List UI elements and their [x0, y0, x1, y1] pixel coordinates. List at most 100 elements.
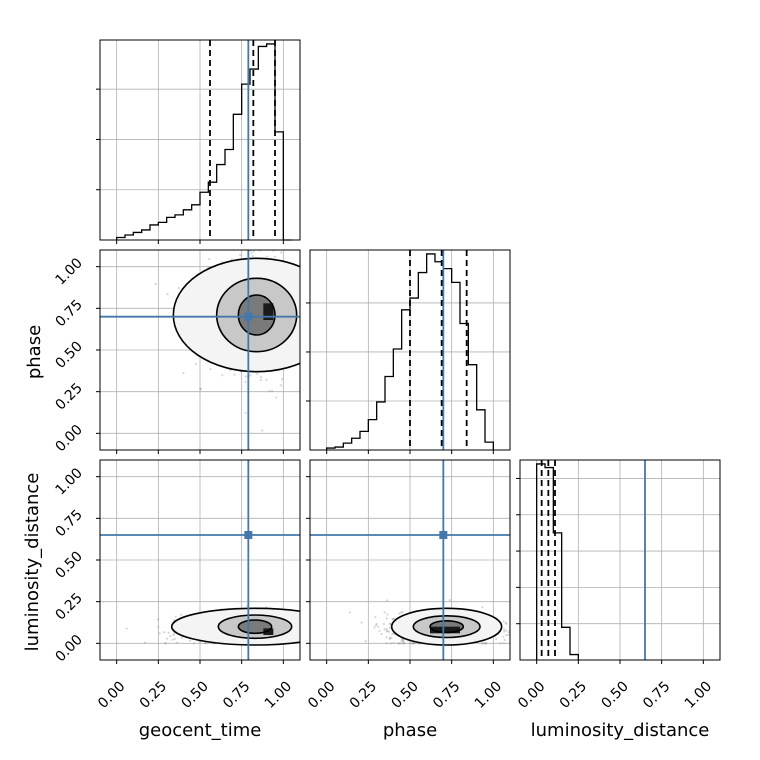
sample-point	[481, 642, 484, 645]
sample-point	[505, 622, 508, 626]
sample-point	[495, 637, 498, 641]
density-contour-level-2	[217, 614, 293, 640]
sample-point	[413, 642, 416, 645]
sample-point	[502, 642, 505, 645]
sample-point	[411, 642, 415, 645]
scatter-panel-distance-vs-phase: 0.00 0.25 0.50 0.75 1.00	[305, 459, 511, 712]
density-peak	[263, 303, 274, 320]
sample-point	[189, 639, 192, 642]
sample-point	[208, 258, 211, 261]
sample-point	[413, 642, 416, 645]
sample-point	[143, 641, 147, 644]
panel-plot-area	[125, 604, 300, 646]
sample-point	[256, 372, 259, 375]
x-axis-label-phase: phase	[383, 720, 437, 741]
histogram-panel-phase	[306, 249, 511, 454]
phase-hist-frame	[309, 249, 511, 451]
sample-point	[244, 375, 247, 378]
sample-point	[204, 642, 207, 645]
sample-point	[483, 642, 486, 645]
sample-point	[157, 625, 160, 628]
density-contour-level-2	[215, 277, 298, 353]
sample-point	[389, 642, 392, 645]
sample-point	[172, 633, 175, 637]
sample-point	[386, 599, 389, 602]
sample-point	[484, 642, 487, 645]
sample-point	[402, 640, 405, 643]
histogram-panel-geocent-time	[96, 39, 301, 244]
sample-point	[382, 622, 386, 626]
sample-point	[503, 638, 506, 642]
panel-plot-area	[154, 250, 300, 432]
sample-point	[481, 606, 484, 609]
sample-point	[385, 642, 388, 645]
sample-point	[385, 636, 388, 639]
sample-point	[259, 378, 263, 382]
sample-point	[380, 632, 383, 636]
density-contour-level-3	[237, 619, 273, 635]
sample-point	[385, 617, 388, 620]
density-contour-level-2	[412, 615, 481, 639]
sample-point	[174, 615, 177, 618]
sample-point	[164, 642, 167, 645]
truth-marker	[439, 531, 448, 539]
scatter-frame	[99, 249, 301, 451]
sample-point	[386, 613, 389, 616]
sample-point	[398, 642, 401, 645]
sample-point	[166, 293, 169, 296]
sample-point	[373, 626, 376, 629]
sample-point	[481, 642, 484, 645]
sample-point	[402, 642, 405, 645]
sample-point	[163, 631, 166, 634]
sample-point	[244, 411, 247, 414]
sample-point	[505, 633, 508, 637]
sample-point	[383, 611, 386, 614]
sample-point	[391, 633, 394, 636]
sample-point	[386, 629, 389, 633]
sample-point	[154, 282, 157, 286]
sample-point	[239, 253, 242, 257]
sample-point	[193, 642, 196, 645]
sample-point	[275, 396, 278, 399]
sample-point	[388, 637, 391, 641]
sample-point	[250, 251, 253, 255]
scatter-panel-phase-vs-geocent-time: 0.000.250.500.751.00	[52, 249, 301, 455]
density-contour-level-3	[237, 294, 276, 336]
sample-point	[281, 377, 284, 381]
sample-point	[252, 250, 255, 253]
sample-point	[377, 625, 380, 628]
sample-point	[251, 254, 254, 258]
density-contour-level-1	[390, 607, 503, 646]
panel-plot-area	[348, 599, 510, 646]
sample-point	[388, 622, 391, 625]
sample-point	[172, 618, 176, 622]
sample-point	[408, 642, 411, 645]
geocent_time-histogram-step	[116, 43, 292, 241]
sample-point	[177, 286, 180, 290]
sample-point	[499, 642, 502, 645]
sample-point	[270, 389, 274, 393]
luminosity_distance-histogram-step	[536, 463, 579, 660]
sample-point	[173, 637, 176, 641]
sample-point	[401, 610, 404, 613]
sample-point	[385, 627, 388, 631]
sample-point	[391, 617, 394, 621]
sample-point	[485, 642, 488, 645]
sample-point	[273, 255, 277, 259]
y-axis-label-phase: phase	[24, 325, 45, 379]
sample-point	[348, 611, 351, 614]
scatter-frame	[99, 459, 301, 661]
sample-point	[199, 387, 202, 390]
sample-point	[400, 637, 403, 641]
luminosity_distance-hist-frame	[519, 459, 721, 661]
sample-point	[388, 626, 391, 629]
sample-point	[173, 632, 176, 635]
density-contour-level-1	[170, 607, 300, 646]
sample-point	[398, 612, 401, 615]
sample-point	[392, 641, 395, 644]
sample-point	[505, 629, 508, 632]
sample-point	[233, 373, 236, 376]
sample-point	[387, 630, 391, 633]
truth-marker	[244, 531, 253, 539]
